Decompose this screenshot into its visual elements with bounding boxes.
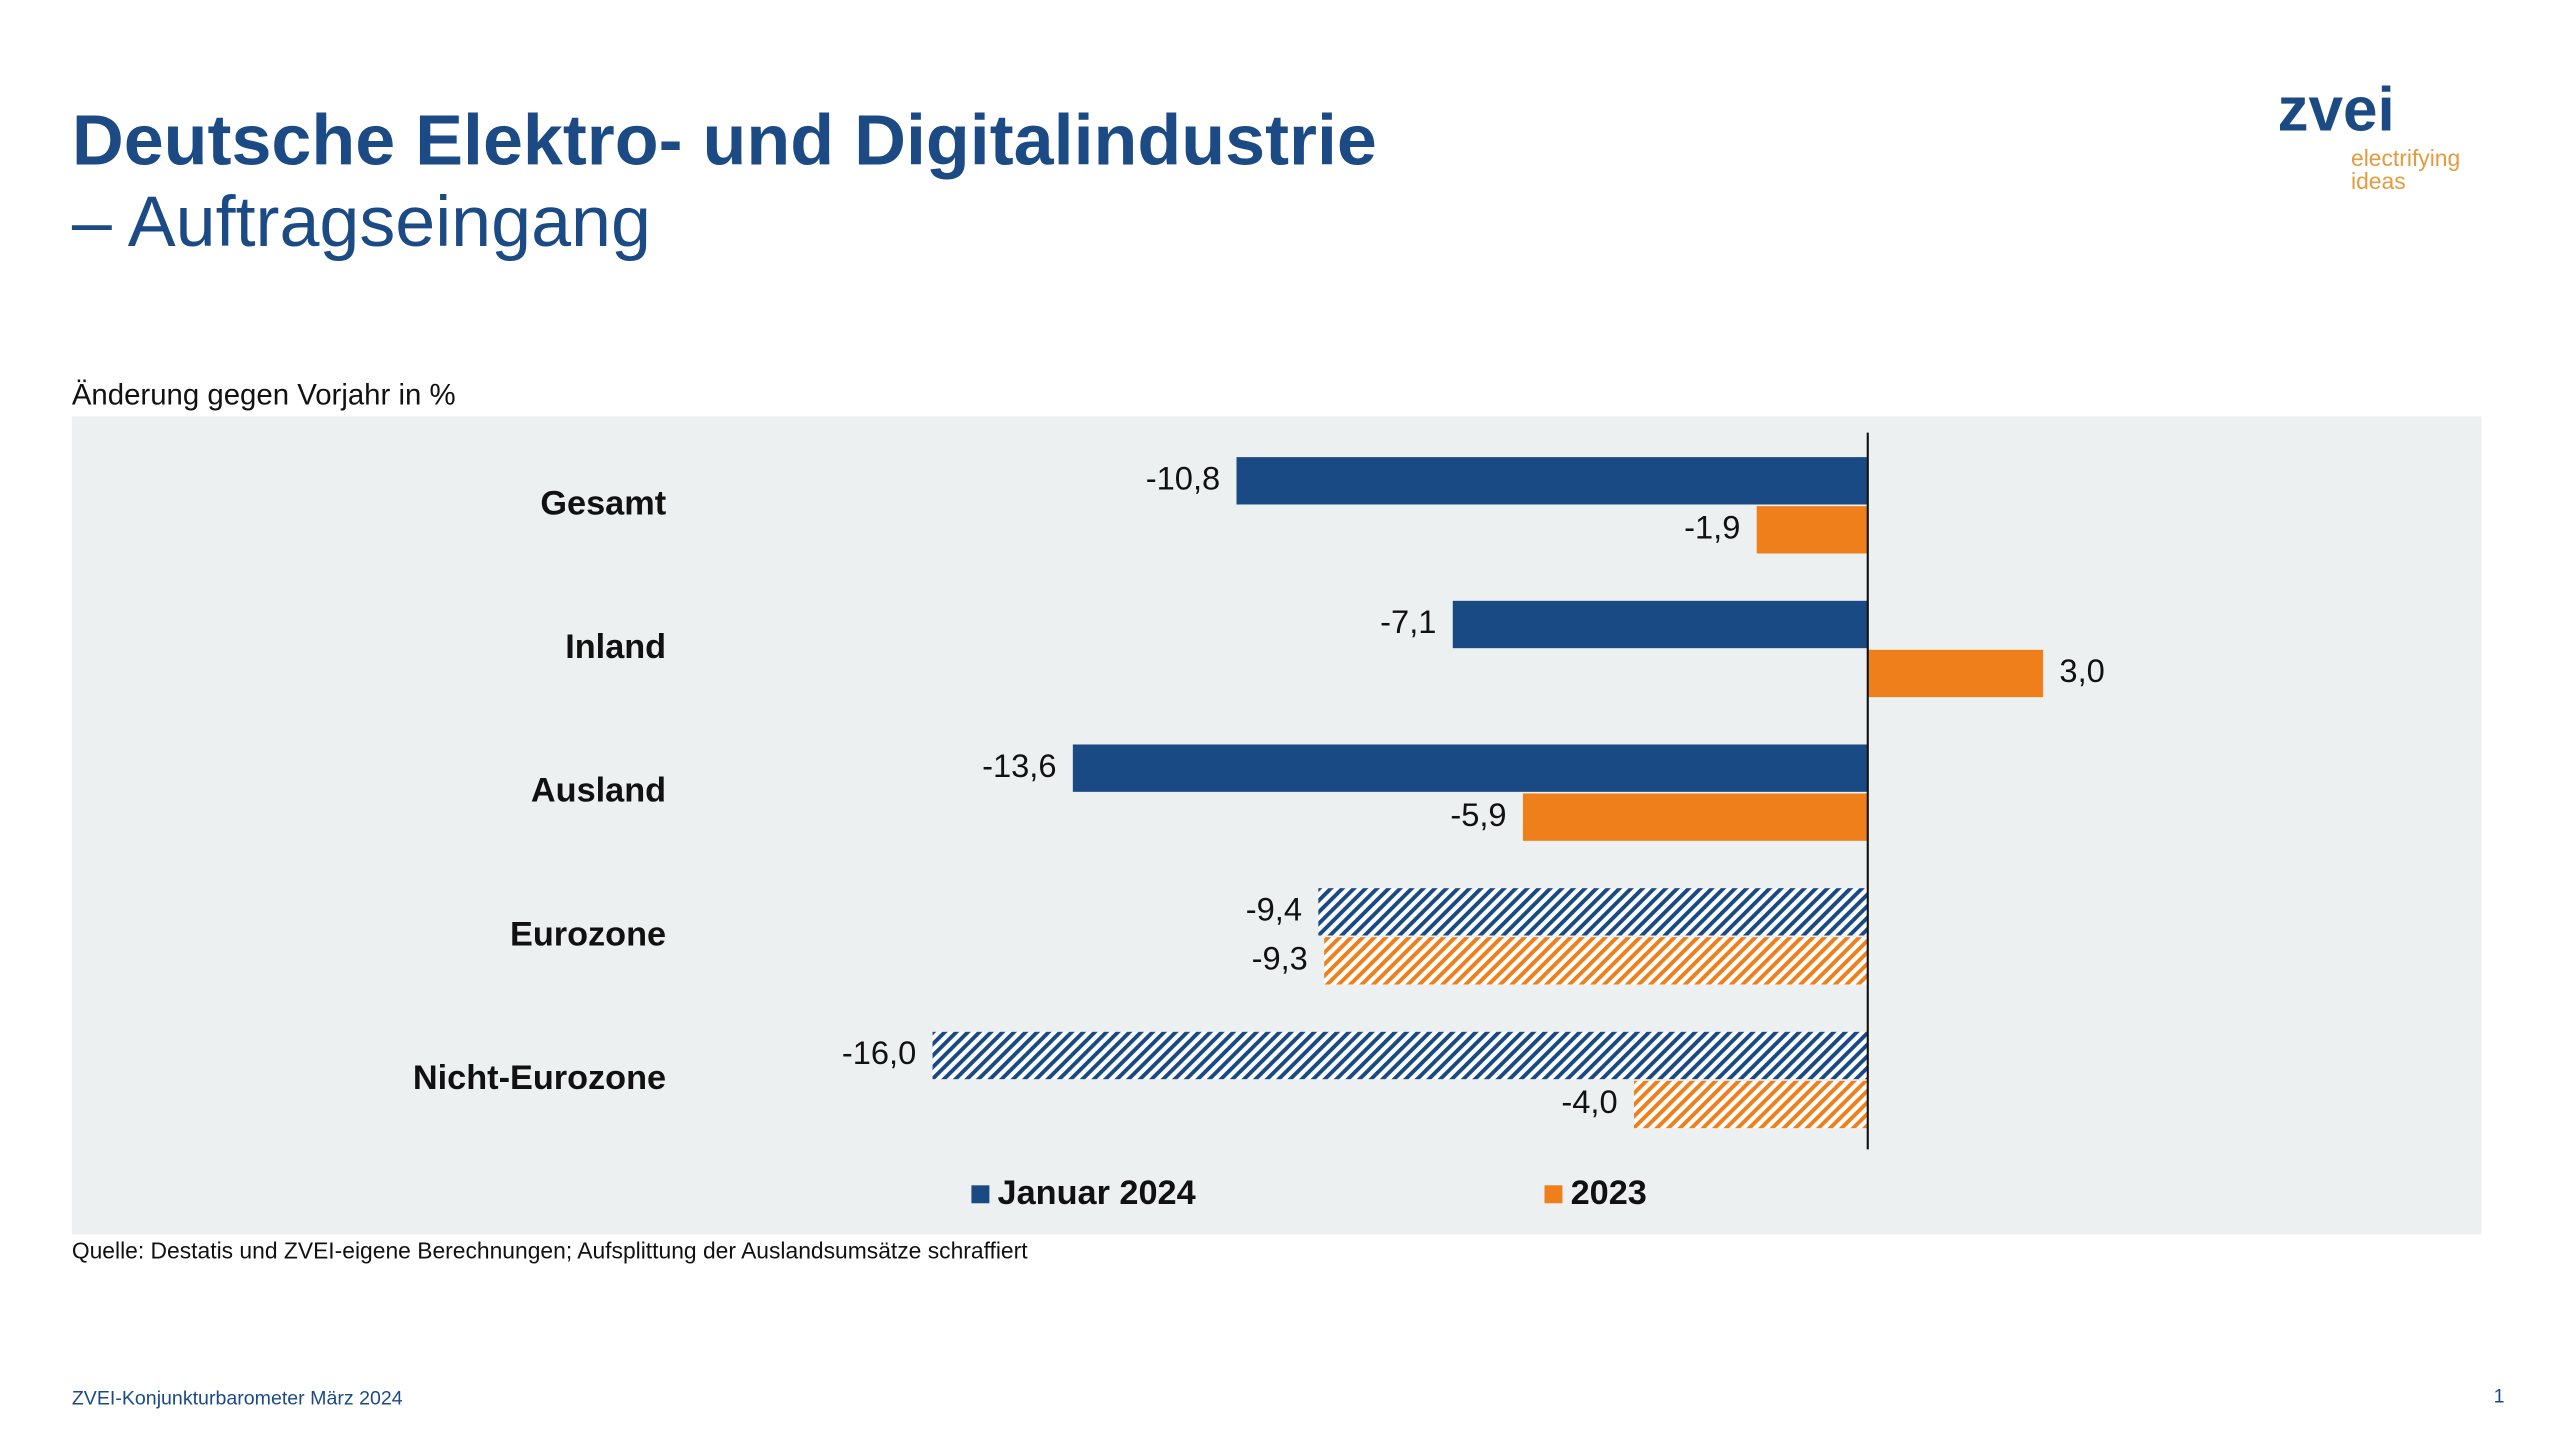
- category-label: Eurozone: [510, 915, 666, 953]
- page-number: 1: [2494, 1386, 2505, 1408]
- bar: [1236, 457, 1868, 505]
- logo-tagline: ideas: [2351, 168, 2406, 194]
- value-label: -9,3: [1252, 939, 1308, 976]
- category-label: Ausland: [531, 772, 666, 810]
- legend-swatch: [1544, 1185, 1563, 1204]
- bar: [1867, 649, 2044, 698]
- bar: [1452, 600, 1868, 649]
- category-label: Nicht-Eurozone: [413, 1059, 666, 1097]
- footer-text: ZVEI-Konjunkturbarometer März 2024: [72, 1387, 403, 1409]
- bar: [1756, 506, 1868, 554]
- title: Deutsche Elektro- und Digitalindustrie: [72, 100, 1377, 180]
- value-label: -4,0: [1561, 1083, 1617, 1120]
- logo: zvei: [2278, 76, 2395, 145]
- unit-label: Änderung gegen Vorjahr in %: [72, 379, 456, 412]
- category-label: Gesamt: [540, 484, 666, 522]
- legend-label: Januar 2024: [998, 1174, 1196, 1212]
- value-label: -13,6: [982, 747, 1056, 784]
- category-label: Inland: [565, 628, 666, 666]
- plot-background: [71, 416, 2482, 1235]
- logo-tagline: electrifying: [2351, 145, 2460, 171]
- bar: [932, 1031, 1868, 1080]
- value-label: -9,4: [1246, 890, 1302, 927]
- value-label: 3,0: [2059, 652, 2104, 689]
- legend-label: 2023: [1571, 1174, 1647, 1212]
- bar: [1072, 744, 1868, 792]
- value-label: -16,0: [842, 1034, 916, 1071]
- value-label: -7,1: [1380, 603, 1436, 640]
- subtitle: – Auftragseingang: [72, 182, 651, 262]
- bar: [1633, 1080, 1868, 1129]
- source: Quelle: Destatis und ZVEI-eigene Berechn…: [72, 1237, 1028, 1263]
- legend-swatch: [971, 1185, 990, 1204]
- value-label: -5,9: [1450, 796, 1506, 833]
- bar: [1324, 937, 1868, 985]
- value-label: -10,8: [1146, 459, 1220, 496]
- bar: [1522, 793, 1868, 841]
- bar: [1318, 888, 1868, 936]
- value-label: -1,9: [1684, 508, 1740, 545]
